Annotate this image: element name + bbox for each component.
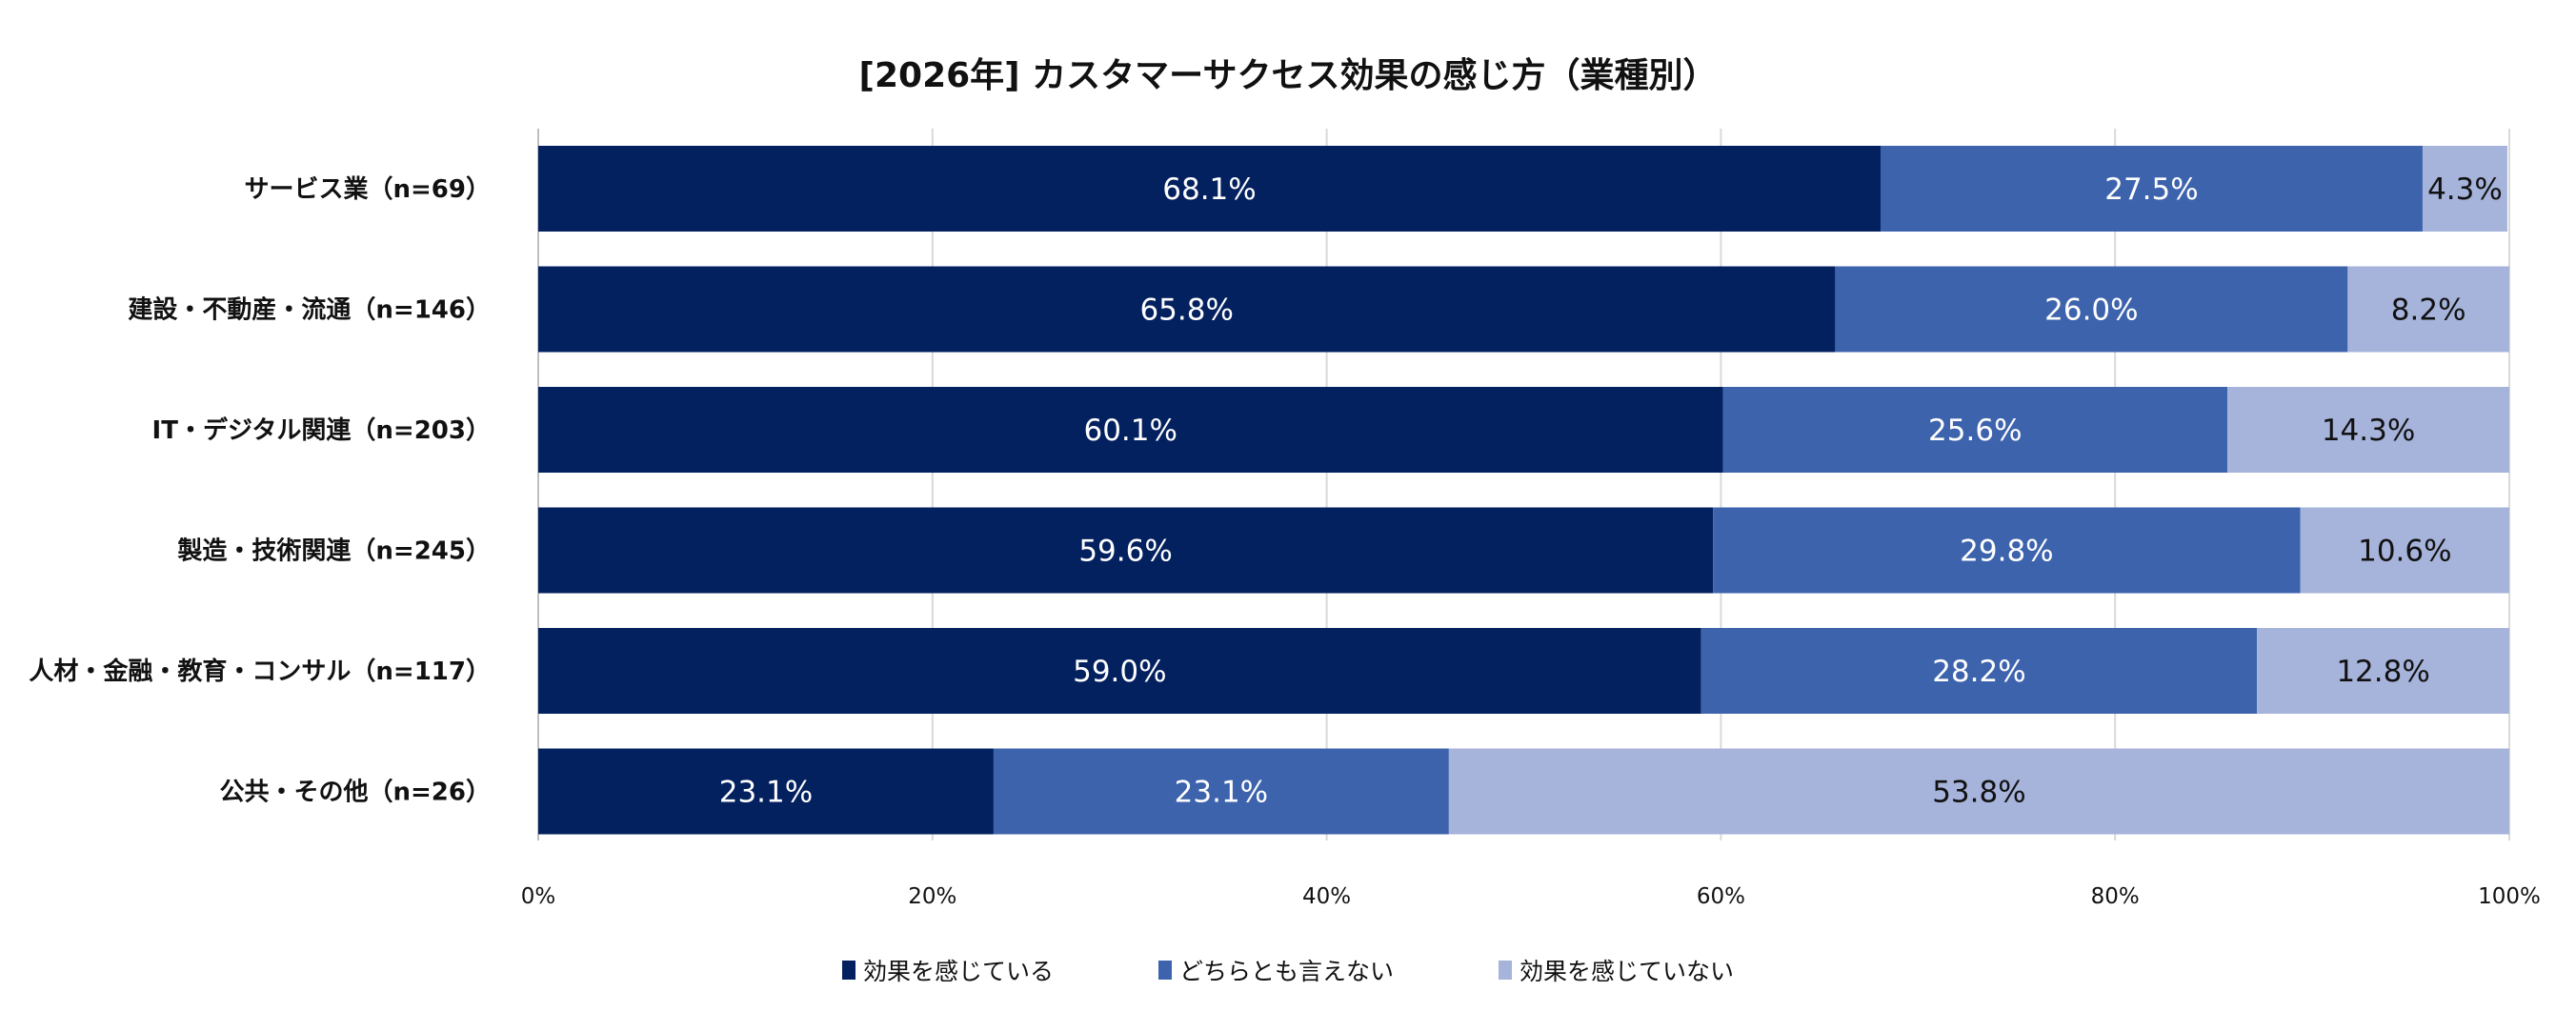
bar-segment: [1880, 146, 2423, 232]
data-label: 27.5%: [2104, 172, 2198, 207]
data-label: 68.1%: [1162, 172, 1256, 207]
bar-segment: [2347, 266, 2509, 353]
bar-segment: [2257, 628, 2509, 714]
bar-segment: [538, 748, 994, 835]
category-label: 製造・技術関連（n=245）: [177, 537, 491, 566]
data-label: 59.0%: [1073, 655, 1166, 689]
bar-segment: [538, 387, 1723, 473]
bar-segment: [2422, 146, 2507, 232]
bar-segment: [1701, 628, 2258, 714]
legend-label: 効果を感じていない: [1519, 958, 1735, 985]
x-tick-label: 20%: [908, 884, 956, 909]
data-label: 53.8%: [1932, 776, 2025, 810]
legend-item: 効果を感じていない: [1499, 953, 1734, 987]
data-label: 25.6%: [1928, 414, 2022, 448]
x-tick-label: 80%: [2091, 884, 2140, 909]
data-label: 65.8%: [1139, 293, 1233, 328]
legend-swatch: [1157, 961, 1172, 980]
bar-segment: [538, 507, 1714, 594]
bar-segment: [2300, 507, 2509, 594]
data-label: 26.0%: [2044, 293, 2138, 328]
legend-swatch: [841, 961, 855, 980]
data-label: 29.8%: [1960, 535, 2053, 569]
bar-segment: [538, 628, 1701, 714]
data-label: 4.3%: [2427, 172, 2503, 207]
category-label: IT・デジタル関連（n=203）: [152, 415, 491, 445]
bar-segment: [538, 266, 1836, 353]
legend-label: どちらとも言えない: [1178, 958, 1394, 985]
x-tick-label: 100%: [2478, 884, 2541, 909]
legend-swatch: [1499, 961, 1512, 980]
x-tick-label: 0%: [521, 884, 556, 909]
bar-segment: [1713, 507, 2301, 594]
bar-segment: [1722, 387, 2228, 473]
data-label: 23.1%: [1175, 776, 1268, 810]
category-label: 建設・不動産・流通（n=146）: [128, 295, 491, 325]
chart-title: [2026年] カスタマーサクセス効果の感じ方（業種別）: [858, 56, 1718, 95]
bar-segment: [1448, 748, 2509, 835]
x-tick-label: 60%: [1697, 884, 1745, 909]
data-label: 60.1%: [1083, 414, 1177, 448]
bar-segment: [538, 146, 1881, 232]
category-label: 公共・その他（n=26）: [220, 779, 491, 807]
data-label: 12.8%: [2336, 655, 2429, 689]
x-tick-label: 40%: [1302, 884, 1351, 909]
category-label: 人材・金融・教育・コンサル（n=117）: [29, 657, 491, 686]
data-label: 23.1%: [719, 776, 813, 810]
data-label: 10.6%: [2358, 535, 2451, 569]
bar-segment: [1835, 266, 2348, 353]
data-label: 59.6%: [1078, 535, 1172, 569]
legend: 効果を感じている どちらとも言えない 効果を感じていない: [0, 953, 2576, 987]
bar-segment: [993, 748, 1449, 835]
legend-item: どちらとも言えない: [1157, 953, 1394, 987]
bar-segment: [2227, 387, 2509, 473]
data-label: 14.3%: [2322, 414, 2415, 448]
legend-label: 効果を感じている: [862, 958, 1054, 985]
data-label: 28.2%: [1932, 655, 2025, 689]
category-label: サービス業（n=69）: [245, 175, 491, 204]
data-label: 8.2%: [2391, 293, 2466, 328]
legend-item: 効果を感じている: [841, 953, 1054, 987]
